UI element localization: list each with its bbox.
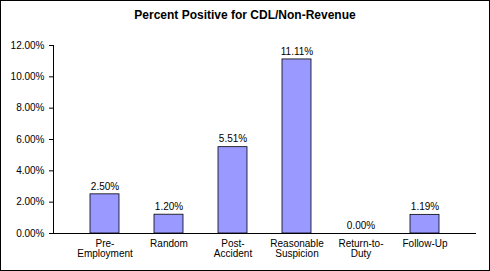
- svg-text:11.11%: 11.11%: [281, 46, 314, 57]
- svg-text:12.00%: 12.00%: [11, 40, 45, 51]
- svg-text:4.00%: 4.00%: [16, 165, 44, 176]
- svg-text:1.19%: 1.19%: [411, 201, 439, 212]
- svg-text:ReasonableSuspicion: ReasonableSuspicion: [270, 238, 324, 259]
- svg-text:5.51%: 5.51%: [219, 133, 247, 144]
- svg-text:Post-Accident: Post-Accident: [214, 238, 253, 259]
- svg-text:8.00%: 8.00%: [16, 102, 44, 113]
- svg-text:Random: Random: [150, 238, 188, 249]
- svg-text:0.00%: 0.00%: [16, 228, 44, 239]
- svg-text:1.20%: 1.20%: [155, 201, 183, 212]
- svg-text:6.00%: 6.00%: [16, 134, 44, 145]
- html-text:Percent Positive for CDL/Non-R: Percent Positive for CDL/Non-Revenue: [134, 8, 356, 22]
- svg-text:2.00%: 2.00%: [16, 196, 44, 207]
- svg-text:Follow-Up: Follow-Up: [402, 238, 447, 249]
- svg-text:Return-to-Duty: Return-to-Duty: [338, 238, 383, 259]
- svg-text:0.00%: 0.00%: [347, 220, 375, 231]
- svg-text:Pre-Employment: Pre-Employment: [77, 238, 133, 259]
- svg-text:2.50%: 2.50%: [91, 181, 119, 192]
- svg-text:10.00%: 10.00%: [11, 71, 45, 82]
